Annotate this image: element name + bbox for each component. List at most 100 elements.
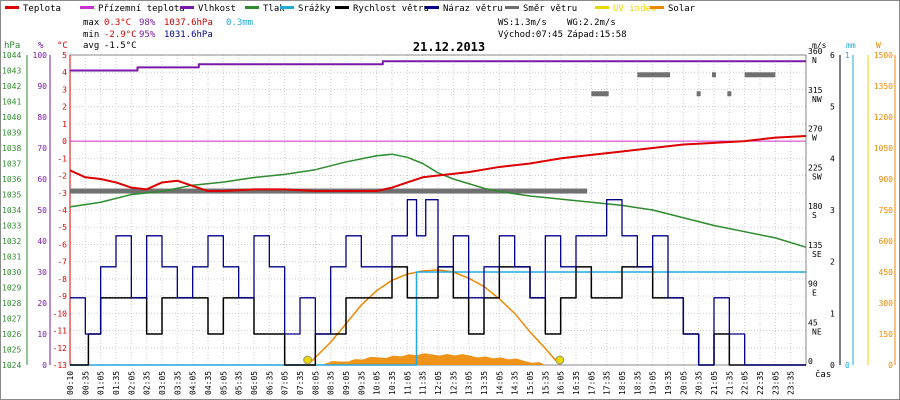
pressure-tick-label: 1027	[2, 315, 21, 324]
legend-label: Přízemní teplota	[98, 4, 185, 14]
x-tick-label: 15:05	[526, 371, 535, 395]
x-tick-label: 11:35	[419, 371, 428, 395]
x-tick-label: 19:05	[649, 371, 658, 395]
temperature-tick-label: -12	[53, 344, 68, 353]
legend-swatch	[650, 6, 664, 9]
wind-dir-tick-name: N	[812, 56, 817, 65]
x-tick-label: 14:05	[495, 371, 504, 395]
x-tick-label: 04:35	[204, 371, 213, 395]
humidity-tick-label: 70	[37, 144, 47, 153]
wind-dir-mark	[591, 91, 607, 97]
temperature-tick-label: 2	[62, 103, 67, 112]
legend: Teplota Přízemní teplota Vlhkost Tlak Srážky…	[5, 4, 696, 14]
solar-tick-label: 300	[879, 299, 894, 308]
pressure-tick-label: 1029	[2, 284, 21, 293]
humidity-tick-label: 60	[37, 175, 47, 184]
stats-panel: max 0.3°C 98% 1037.6hPa 0.3mm min -2.9°C…	[83, 18, 627, 51]
series-rychlost-v-tru	[70, 266, 806, 366]
series-teplota	[69, 134, 807, 193]
legend-label: Rychlost větru	[353, 4, 429, 14]
x-tick-label: 09:35	[357, 371, 366, 395]
pressure-tick-label: 1042	[2, 82, 21, 91]
plot-area	[69, 60, 807, 366]
wind-dir-tick-name: NW	[812, 95, 822, 104]
pressure-tick-label: 1036	[2, 175, 21, 184]
wind-dir-mark	[712, 72, 716, 78]
legend-swatch	[505, 6, 519, 9]
legend-label: UV index	[613, 4, 657, 14]
x-tick-label: 00:10	[66, 371, 75, 395]
x-tick-label: 17:05	[587, 371, 596, 395]
solar-tick-label: 750	[879, 206, 894, 215]
stat-max-hum: 98%	[139, 18, 156, 28]
unit-w: W	[876, 41, 881, 50]
x-tick-label: 06:05	[250, 371, 259, 395]
humidity-tick-label: 50	[37, 206, 47, 215]
temperature-tick-label: -2	[57, 172, 67, 181]
x-tick-label: 15:35	[541, 371, 550, 395]
x-tick-label: 23:35	[787, 371, 796, 395]
solar-tick-label: 900	[879, 175, 894, 184]
temperature-tick-label: -4	[57, 206, 67, 215]
unit-pct: %	[38, 41, 44, 51]
solar-tick-label: 600	[879, 237, 894, 246]
wind-speed-tick-label: 1	[830, 309, 835, 318]
x-tick-label: 07:35	[296, 371, 305, 395]
pressure-tick-label: 1025	[2, 346, 21, 355]
pressure-tick-label: 1039	[2, 129, 21, 138]
legend-label: Tlak	[263, 4, 285, 14]
stat-min-label: min	[83, 30, 99, 40]
temperature-tick-label: -13	[53, 361, 68, 370]
wind-dir-tick-name: S	[812, 211, 817, 220]
wind-dir-tick-label: 270	[808, 125, 823, 134]
temperature-tick-label: -9	[57, 292, 67, 301]
x-tick-label: 05:05	[219, 371, 228, 395]
temperature-tick-label: 3	[62, 85, 67, 94]
pressure-tick-label: 1037	[2, 160, 21, 169]
temperature-tick-label: -5	[57, 223, 67, 232]
legend-swatch	[180, 6, 194, 9]
wind-dir-mark	[696, 91, 701, 97]
x-tick-label: 22:05	[741, 371, 750, 395]
stat-avg-temp: -1.5°C	[104, 41, 137, 51]
legend-swatch	[5, 6, 19, 9]
legend-swatch	[425, 6, 439, 9]
wind-speed-tick-label: 0	[830, 361, 835, 370]
temperature-tick-label: -6	[57, 240, 67, 249]
stat-avg-label: avg	[83, 41, 99, 51]
wind-speed-tick-label: 4	[830, 154, 835, 163]
wind-speed-tick-label: 3	[830, 206, 835, 215]
unit-ms: m/s	[812, 41, 827, 50]
x-tick-label: 05:35	[235, 371, 244, 395]
solar-tick-label: 1500	[874, 51, 893, 60]
wind-dir-mark	[604, 91, 609, 97]
series-tlak	[69, 153, 807, 248]
x-tick-label: 18:35	[633, 371, 642, 395]
x-tick-label: 20:35	[695, 371, 704, 395]
wind-dir-tick-label: 360	[808, 47, 823, 56]
stat-max-label: max	[83, 18, 100, 28]
wind-speed-tick-label: 2	[830, 258, 835, 267]
wind-dir-mark	[637, 72, 668, 78]
x-tick-label: 10:35	[388, 371, 397, 395]
pressure-tick-label: 1031	[2, 253, 21, 262]
x-tick-label: 12:35	[449, 371, 458, 395]
x-tick-label: 11:05	[403, 371, 412, 395]
humidity-tick-label: 40	[37, 237, 47, 246]
wind-dir-tick-label: 315	[808, 86, 823, 95]
solar-tick-label: 150	[879, 330, 894, 339]
wind-dir-mark	[583, 188, 588, 194]
legend-swatch	[595, 6, 609, 9]
x-tick-label: 13:35	[480, 371, 489, 395]
sun-marker	[303, 355, 313, 365]
legend-swatch	[80, 6, 94, 9]
humidity-tick-label: 80	[37, 113, 47, 122]
chart-title: 21.12.2013	[413, 40, 485, 54]
pressure-tick-label: 1044	[2, 51, 21, 60]
x-tick-label: 16:05	[557, 371, 566, 395]
temperature-tick-label: 4	[62, 68, 67, 77]
series-n-raz-v-tru	[70, 199, 806, 366]
x-tick-label: 01:05	[97, 371, 106, 395]
wind-dir-mark	[666, 72, 670, 78]
humidity-tick-label: 100	[33, 51, 48, 60]
